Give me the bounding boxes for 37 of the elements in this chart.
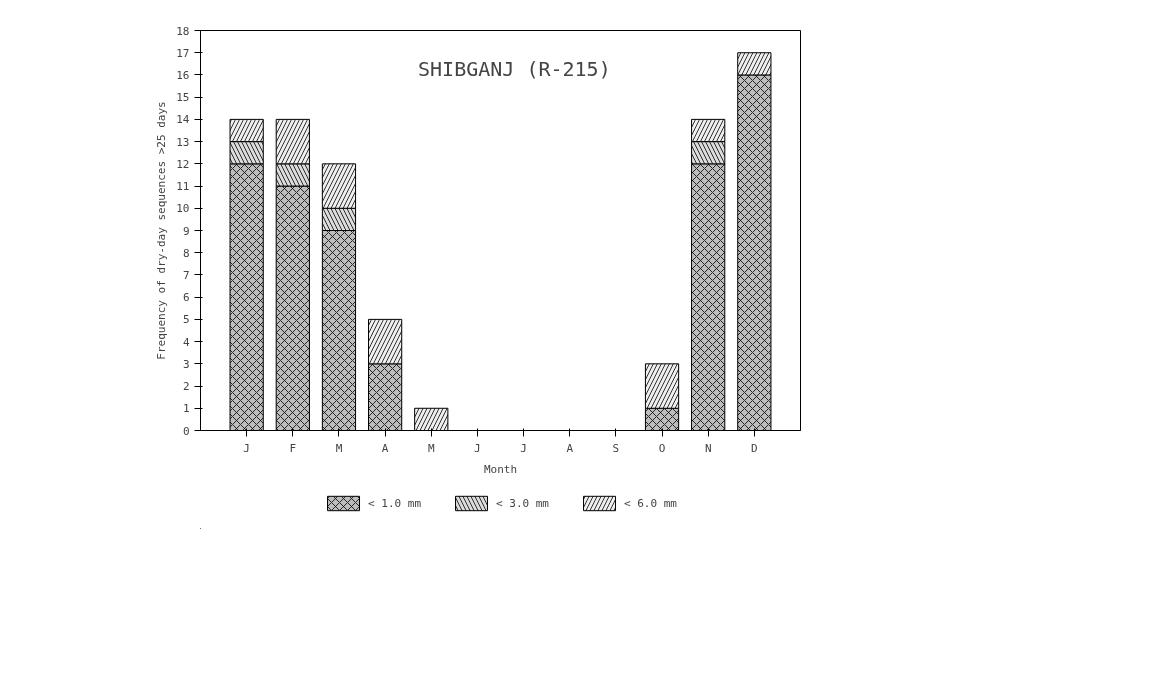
x-tick-label: J [474,441,481,455]
y-tick-label: 14 [176,113,190,127]
y-tick-label: 11 [176,180,190,194]
y-tick-label: 2 [182,380,190,394]
y-tick-label: 5 [182,313,190,327]
x-tick-label: O [658,441,666,455]
y-tick-label: 1 [182,402,190,416]
x-tick-label: N [704,441,712,455]
y-tick-label: 13 [176,135,190,149]
x-tick-label: S [612,441,620,455]
y-tick-label: 18 [176,24,190,38]
legend-label: < 3.0 mm [496,496,549,510]
y-tick-label: 12 [176,157,190,171]
y-tick-label: 4 [182,335,190,349]
y-tick-label: 0 [182,424,190,438]
x-tick-label: A [381,441,389,455]
x-tick-label: M [335,441,343,455]
y-axis-title: Frequency of dry-day sequences >25 days [155,101,169,360]
x-tick-label: M [427,441,435,455]
x-tick-label: J [520,441,527,455]
y-tick-label: 15 [176,91,190,105]
y-tick-label: 17 [176,46,190,60]
y-tick-label: 7 [182,268,190,282]
x-tick-label: F [289,441,297,455]
x-tick-label: J [243,441,250,455]
y-tick-label: 6 [182,291,190,305]
legend-label: < 1.0 mm [368,496,422,510]
y-tick-label: 16 [176,68,190,82]
x-tick-label: D [751,441,758,455]
x-axis-title: Month [483,462,518,476]
y-tick-label: 10 [176,202,190,216]
x-tick-label: A [566,441,574,455]
y-tick-label: 9 [182,224,190,238]
y-tick-label: 3 [182,357,190,371]
legend-label: < 6.0 mm [623,496,677,510]
text: SHIBGANJ (R-215) [418,56,611,81]
y-tick-label: 8 [182,246,190,260]
